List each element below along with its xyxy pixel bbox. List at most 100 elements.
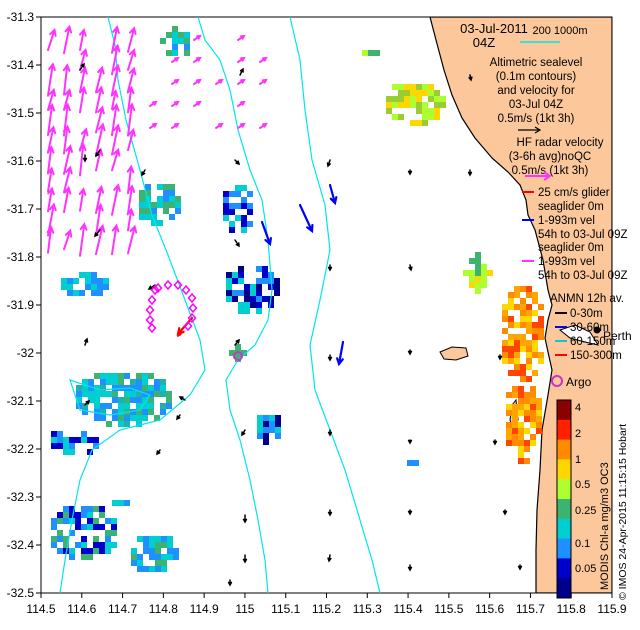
velocity-arrow — [47, 27, 57, 52]
chl-pixel — [99, 506, 105, 512]
colorbar-tick-label: 0.05 — [575, 563, 596, 575]
chl-pixel — [166, 397, 172, 403]
chl-pixel — [256, 278, 262, 284]
chl-pixel — [512, 440, 518, 446]
velocity-arrow — [326, 159, 331, 168]
chl-pixel — [57, 548, 63, 554]
chl-pixel — [422, 84, 428, 90]
chl-pixel — [61, 278, 67, 284]
chl-pixel — [172, 50, 178, 56]
chl-pixel — [229, 227, 235, 233]
velocity-arrow — [47, 62, 56, 97]
velocity-arrow — [79, 27, 87, 52]
chl-pixel — [538, 316, 544, 322]
chl-pixel — [161, 536, 167, 542]
chl-pixel — [410, 90, 416, 96]
chl-pixel — [73, 290, 79, 296]
colorbar-frame — [556, 399, 572, 599]
chl-pixel — [506, 428, 512, 434]
velocity-arrow — [111, 183, 121, 216]
chl-pixel — [184, 38, 190, 44]
velocity-arrow — [62, 63, 71, 96]
chl-pixel — [244, 302, 250, 308]
chl-pixel — [530, 416, 536, 422]
chl-pixel — [69, 437, 75, 443]
chl-pixel — [69, 548, 75, 554]
chl-pixel — [155, 536, 161, 542]
chl-pixel — [124, 373, 130, 379]
chl-pixel — [256, 266, 262, 272]
chl-pixel — [118, 415, 124, 421]
chl-pixel — [368, 50, 374, 56]
svg-text:1-993m vel: 1-993m vel — [538, 215, 595, 227]
velocity-arrow — [215, 122, 224, 129]
chl-pixel — [142, 397, 148, 403]
chl-pixel — [167, 548, 173, 554]
chl-pixel — [73, 278, 79, 284]
chl-pixel — [94, 403, 100, 409]
chl-pixel — [148, 391, 154, 397]
chl-pixel — [106, 373, 112, 379]
chl-pixel — [526, 376, 532, 382]
chl-pixel — [232, 296, 238, 302]
chl-pixel — [244, 284, 250, 290]
chl-pixel — [518, 422, 524, 428]
chl-pixel — [235, 344, 241, 350]
velocity-arrow — [327, 429, 333, 437]
chl-pixel — [136, 379, 142, 385]
chl-pixel — [514, 334, 520, 340]
velocity-arrow — [78, 187, 87, 212]
chl-pixel — [398, 102, 404, 108]
colorbar-segment — [557, 439, 571, 460]
chl-pixel — [416, 84, 422, 90]
chl-pixel — [157, 196, 163, 202]
chl-pixel — [155, 542, 161, 548]
chl-pixel — [518, 452, 524, 458]
chl-pixel — [85, 284, 91, 290]
velocity-arrow — [79, 47, 88, 72]
y-tick-label: -31.8 — [7, 250, 35, 264]
chl-pixel — [167, 554, 173, 560]
chl-pixel — [143, 566, 149, 572]
velocity-arrow — [78, 142, 87, 177]
chl-pixel — [57, 536, 63, 542]
chl-pixel — [257, 421, 263, 427]
chl-pixel — [532, 340, 538, 346]
chl-pixel — [69, 443, 75, 449]
chl-pixel — [111, 524, 117, 530]
chl-pixel — [274, 278, 280, 284]
velocity-arrow — [47, 102, 56, 137]
glider-diamond — [187, 292, 197, 304]
velocity-arrow — [110, 88, 119, 111]
velocity-arrow — [468, 74, 473, 82]
chl-pixel — [151, 214, 157, 220]
glider-track — [145, 279, 198, 334]
chl-pixel — [520, 322, 526, 328]
colorbar-tick-label: 0.5 — [575, 479, 590, 491]
chl-pixel — [524, 458, 530, 464]
chl-pixel — [82, 403, 88, 409]
chl-pixel — [275, 415, 281, 421]
chl-pixel — [235, 185, 241, 191]
legend-glider: 25 cm/s glider seaglider 0m 1-993m vel 5… — [522, 187, 628, 282]
y-tick-label: -32.3 — [7, 490, 35, 504]
velocity-arrow — [177, 329, 183, 338]
chl-pixel — [512, 386, 518, 392]
chl-pixel — [100, 391, 106, 397]
chl-pixel — [524, 446, 530, 452]
chl-pixel — [229, 203, 235, 209]
chl-pixel — [263, 427, 269, 433]
chl-pixel — [269, 415, 275, 421]
argo-float-marker[interactable] — [233, 351, 243, 361]
chl-pixel — [392, 84, 398, 90]
chl-pixel — [410, 102, 416, 108]
chl-pixel — [79, 272, 85, 278]
hf-radar-scale-arrow — [525, 171, 552, 181]
chl-pixel — [163, 190, 169, 196]
chl-pixel — [178, 32, 184, 38]
chl-pixel — [105, 530, 111, 536]
chl-pixel — [514, 304, 520, 310]
chl-pixel — [142, 385, 148, 391]
chl-pixel — [538, 352, 544, 358]
chl-pixel — [69, 449, 75, 455]
